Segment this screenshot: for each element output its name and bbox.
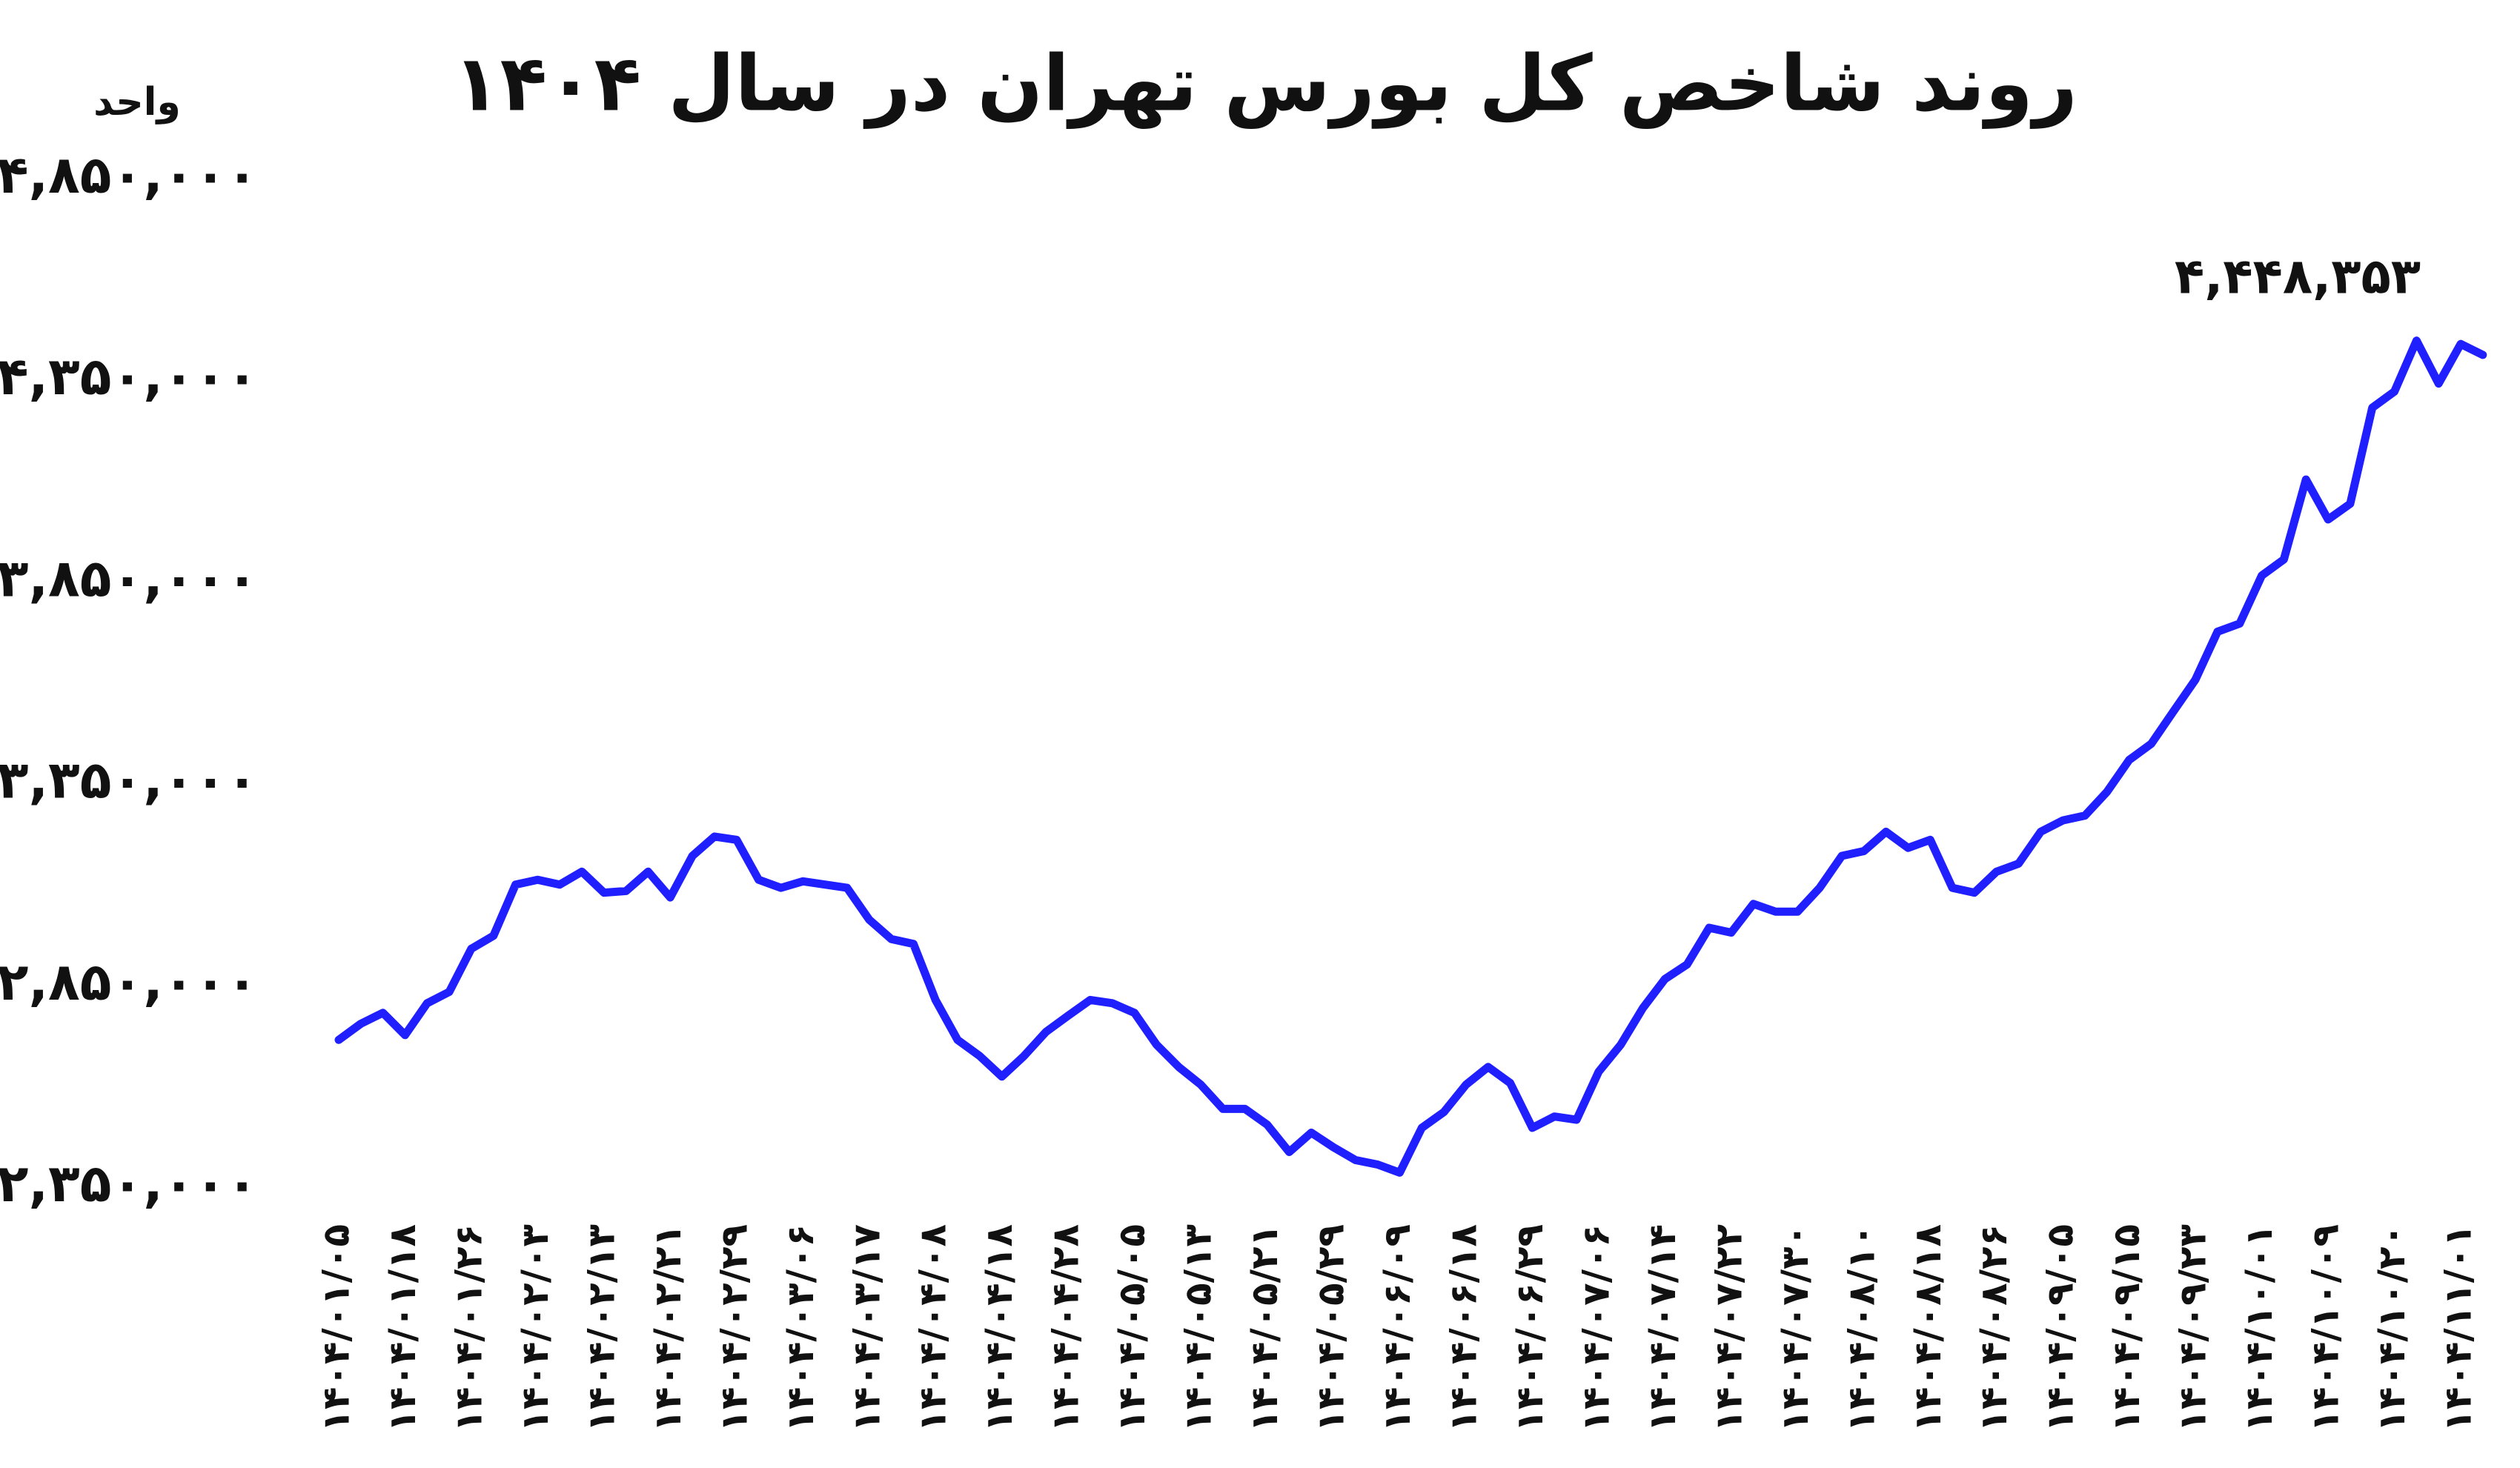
line-series [334, 336, 2487, 1177]
y-tick-label: ۲,۸۵۰,۰۰۰ [0, 951, 258, 1012]
x-tick-label: ۱۴۰۴/۰۷/۳۰ [1774, 1224, 1817, 1432]
x-tick-label: ۱۴۰۴/۰۴/۱۸ [978, 1224, 1021, 1432]
x-tick-label: ۱۴۰۴/۰۲/۰۳ [514, 1224, 557, 1432]
x-tick-label: ۱۴۰۴/۰۹/۰۵ [2039, 1224, 2082, 1432]
x-tick-label: ۱۴۰۴/۰۲/۲۹ [712, 1224, 755, 1432]
x-tick-label: ۱۴۰۴/۰۶/۱۸ [1442, 1224, 1485, 1432]
y-tick-label: ۳,۸۵۰,۰۰۰ [0, 548, 258, 608]
x-tick-label: ۱۴۰۴/۰۴/۰۸ [912, 1224, 955, 1432]
x-tick-label: ۱۴۰۴/۰۲/۱۳ [580, 1224, 623, 1432]
x-tick-label: ۱۴۰۴/۱۱/۰۱ [2437, 1224, 2480, 1432]
x-tick-label: ۱۴۰۴/۰۹/۱۵ [2105, 1224, 2148, 1432]
x-tick-label: ۱۴۰۴/۰۱/۱۸ [381, 1224, 424, 1432]
x-tick-label: ۱۴۰۴/۰۴/۲۸ [1044, 1224, 1087, 1432]
y-tick-label: ۴,۳۵۰,۰۰۰ [0, 346, 258, 407]
x-tick-label: ۱۴۰۴/۰۵/۱۳ [1177, 1224, 1220, 1432]
x-tick-label: ۱۴۰۴/۰۱/۰۵ [315, 1224, 358, 1432]
x-tick-label: ۱۴۰۴/۱۰/۲۰ [2370, 1224, 2413, 1432]
annotation: ۴,۴۴۸,۳۵۳ [2175, 248, 2421, 305]
x-tick-label: ۱۴۰۴/۰۹/۲۳ [2172, 1224, 2215, 1432]
x-tick-label: ۱۴۰۴/۰۸/۲۶ [1972, 1224, 2015, 1432]
x-tick-label: ۱۴۰۴/۰۶/۲۹ [1508, 1224, 1551, 1432]
x-tick-label: ۱۴۰۴/۰۵/۲۹ [1310, 1224, 1353, 1432]
x-tick-label: ۱۴۰۴/۰۶/۰۹ [1376, 1224, 1419, 1432]
x-tick-label: ۱۴۰۴/۰۵/۰۵ [1110, 1224, 1153, 1432]
x-tick-label: ۱۴۰۴/۰۲/۲۱ [646, 1224, 689, 1432]
x-tick-label: ۱۴۰۴/۰۱/۲۶ [447, 1224, 490, 1432]
y-tick-label: ۲,۳۵۰,۰۰۰ [0, 1153, 258, 1214]
x-tick-label: ۱۴۰۴/۰۳/۰۶ [779, 1224, 822, 1432]
x-tick-label: ۱۴۰۴/۰۳/۱۷ [845, 1224, 888, 1432]
x-tick-label: ۱۴۰۴/۱۰/۰۱ [2238, 1224, 2281, 1432]
y-tick-label: ۳,۳۵۰,۰۰۰ [0, 750, 258, 811]
y-tick-label: ۴,۸۵۰,۰۰۰ [0, 145, 258, 205]
x-tick-label: ۱۴۰۴/۱۰/۰۹ [2304, 1224, 2347, 1432]
x-tick-label: ۱۴۰۴/۰۷/۰۶ [1574, 1224, 1617, 1432]
x-tick-label: ۱۴۰۴/۰۸/۱۸ [1906, 1224, 1949, 1432]
y-axis-unit: واحد [93, 80, 181, 124]
x-tick-label: ۱۴۰۴/۰۵/۲۱ [1243, 1224, 1286, 1432]
x-tick-label: ۱۴۰۴/۰۸/۱۰ [1840, 1224, 1883, 1432]
x-tick-label: ۱۴۰۴/۰۷/۲۲ [1707, 1224, 1750, 1432]
chart-title: روند شاخص کل بورس تهران در سال ۱۴۰۴ [453, 38, 2078, 129]
x-tick-label: ۱۴۰۴/۰۷/۱۴ [1641, 1224, 1684, 1432]
